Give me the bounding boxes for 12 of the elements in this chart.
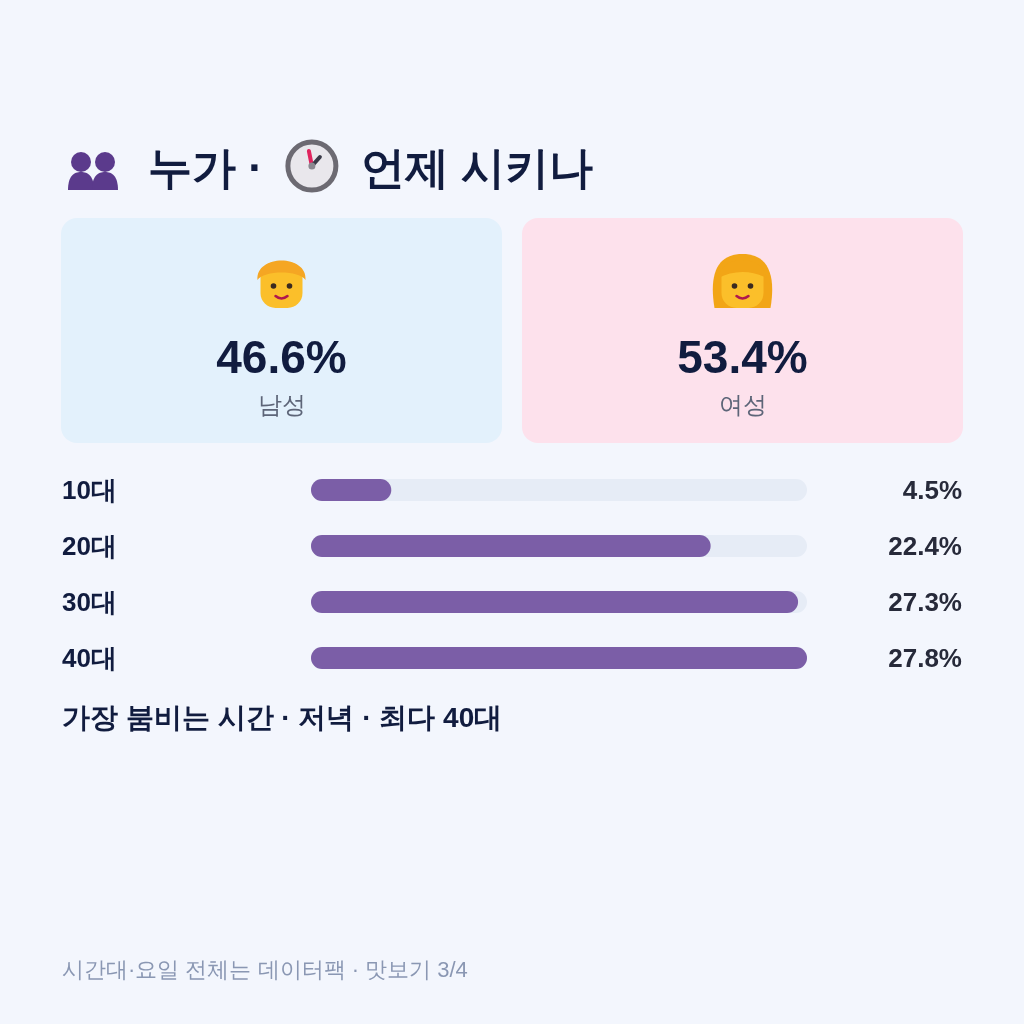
data-label: 4.5%: [902, 475, 962, 505]
data-label: 27.3%: [888, 587, 962, 617]
text: 시간대·요일 전체는 데이터팩 · 맛보기 3/4: [62, 957, 468, 982]
data-label: 27.8%: [888, 643, 962, 673]
y-tick-label: 30대: [62, 587, 117, 617]
text: 가장 붐비는 시간 · 저녁 · 최다 40대: [62, 702, 503, 733]
bar: [311, 591, 799, 613]
y-tick-label: 40대: [62, 643, 117, 673]
bar: [311, 479, 392, 501]
data-label: 22.4%: [888, 531, 962, 561]
y-tick-label: 20대: [62, 531, 117, 561]
y-tick-label: 10대: [62, 475, 117, 505]
